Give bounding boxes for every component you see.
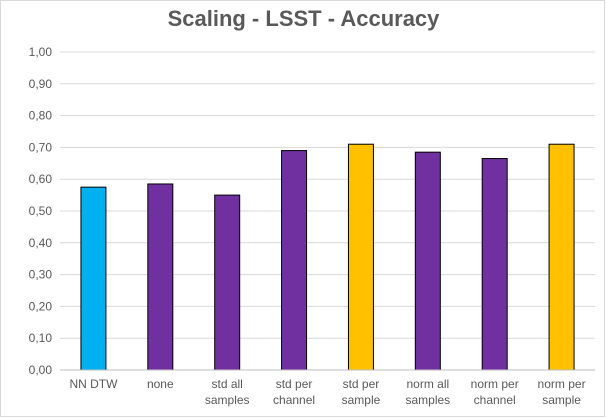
- x-tick-label: std per sample: [342, 377, 381, 407]
- y-tick-label: 0,60: [29, 172, 53, 186]
- y-tick-label: 1,00: [29, 45, 53, 59]
- x-tick-label-line: NN DTW: [69, 377, 118, 391]
- x-tick-label: norm per sample: [538, 377, 586, 407]
- x-tick-label-line: sample: [342, 393, 381, 407]
- bar: [414, 151, 441, 371]
- x-tick-label: none: [147, 377, 174, 391]
- y-tick-label: 0,40: [29, 236, 53, 250]
- x-tick-label-line: norm per: [471, 377, 519, 391]
- x-tick-label-line: std per: [343, 377, 380, 391]
- x-tick-label-line: std per: [276, 377, 313, 391]
- x-tick-label-line: samples: [405, 393, 450, 407]
- y-tick-label: 0,70: [29, 140, 53, 154]
- x-tick-label-line: norm all: [406, 377, 449, 391]
- y-tick-label: 0,90: [29, 77, 53, 91]
- y-tick-label: 0,30: [29, 268, 53, 282]
- bar: [347, 143, 374, 371]
- y-axis-tick-labels: 0,00 0,10 0,20 0,30 0,40 0,50 0,60 0,70 0,80 0,90…: [29, 45, 53, 377]
- x-tick-label: NN DTW: [69, 377, 118, 391]
- x-tick-label-line: sample: [542, 393, 581, 407]
- x-tick-label-line: channel: [474, 393, 516, 407]
- x-tick-label: norm all samples: [405, 377, 450, 407]
- bars: [80, 143, 575, 371]
- x-tick-label: norm per channel: [471, 377, 519, 407]
- x-tick-label-line: std all: [212, 377, 243, 391]
- gridlines: [60, 51, 595, 339]
- bar: [214, 194, 241, 371]
- bar: [281, 150, 308, 371]
- bar: [80, 186, 107, 371]
- y-tick-label: 0,50: [29, 204, 53, 218]
- bar: [548, 143, 575, 371]
- bar: [481, 158, 508, 371]
- chart-title: Scaling - LSST - Accuracy: [167, 6, 440, 31]
- y-tick-label: 0,10: [29, 331, 53, 345]
- y-tick-label: 0,80: [29, 109, 53, 123]
- x-tick-label-line: none: [147, 377, 174, 391]
- y-tick-label: 0,20: [29, 299, 53, 313]
- x-tick-label: std per channel: [273, 377, 315, 407]
- x-tick-label: std all samples: [205, 377, 250, 407]
- x-tick-label-line: channel: [273, 393, 315, 407]
- bar: [147, 183, 174, 371]
- y-tick-label: 0,00: [29, 363, 53, 377]
- x-tick-label-line: norm per: [538, 377, 586, 391]
- x-tick-label-line: samples: [205, 393, 250, 407]
